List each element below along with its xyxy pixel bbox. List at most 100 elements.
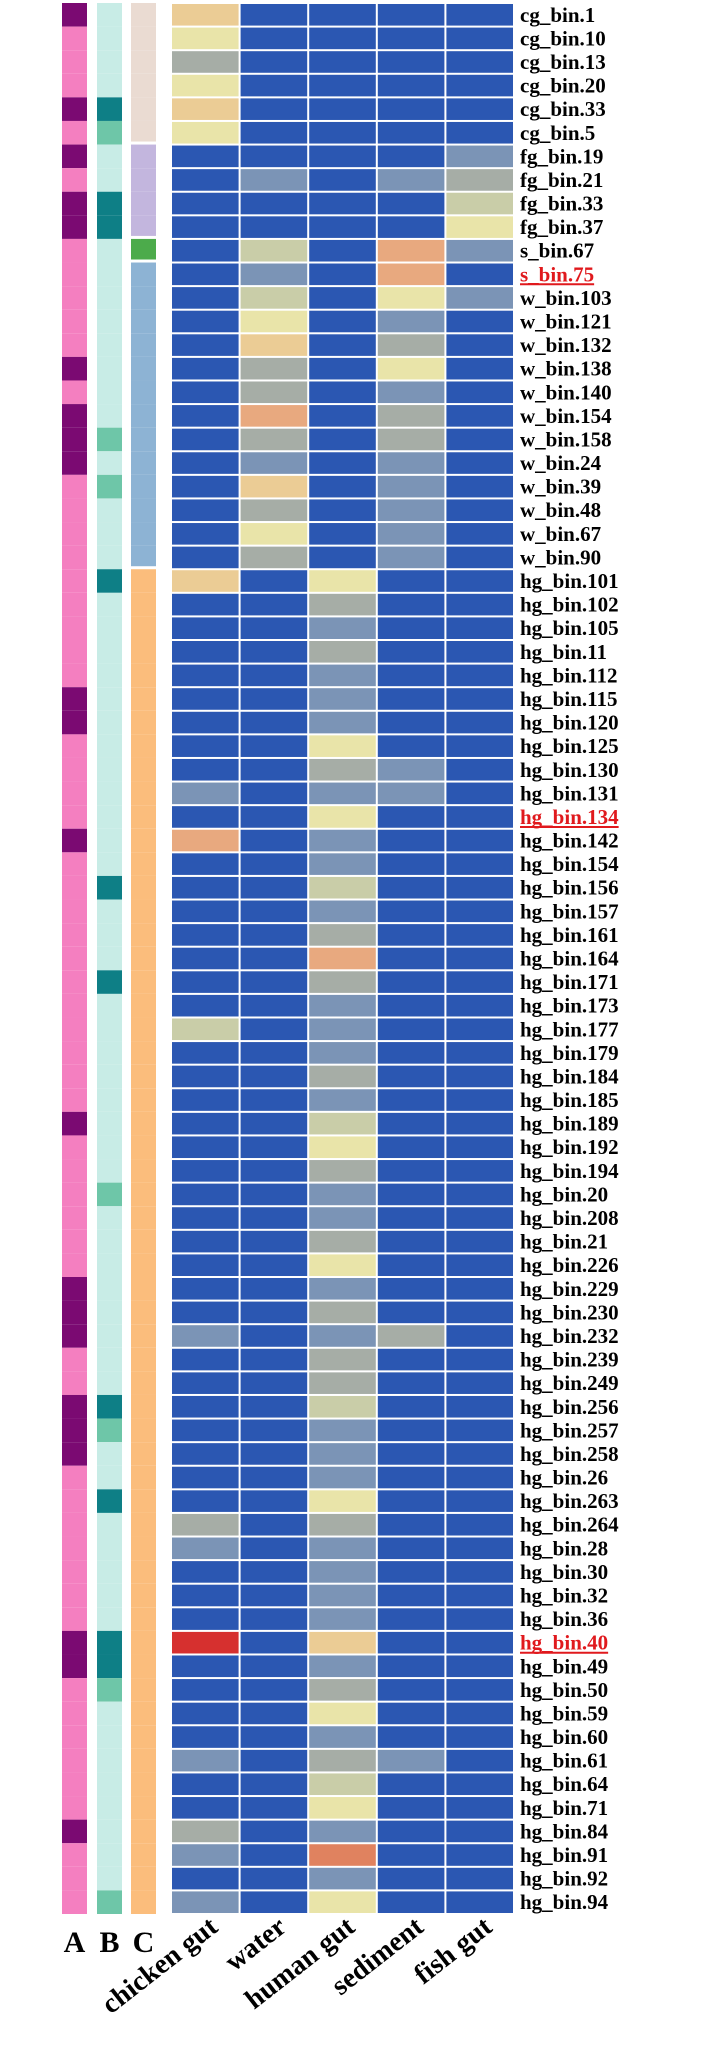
heatmap-cell — [240, 664, 308, 687]
heatmap-cell — [309, 1679, 376, 1701]
heatmap-cell — [377, 1325, 445, 1347]
track-c-cell — [131, 1088, 156, 1112]
track-b-cell — [97, 168, 122, 192]
track-a-cell — [62, 1182, 87, 1207]
track-a-cell — [62, 875, 87, 900]
heatmap-cell — [309, 1042, 376, 1064]
heatmap-cell — [309, 876, 376, 899]
heatmap-cell — [240, 1325, 308, 1347]
heatmap-cell — [172, 1419, 239, 1442]
heatmap-cell — [446, 1537, 513, 1560]
heatmap-cell — [446, 1301, 513, 1324]
heatmap-cell — [377, 239, 445, 262]
track-a-cell — [62, 522, 87, 546]
track-a-cell — [62, 1890, 87, 1914]
heatmap-cell — [446, 1065, 513, 1088]
heatmap-cell — [240, 782, 308, 805]
heatmap-cell — [309, 475, 376, 498]
track-b-cell — [97, 923, 122, 947]
heatmap-cell — [377, 1513, 445, 1536]
heatmap-cell — [377, 216, 445, 238]
heatmap-cell — [446, 287, 513, 309]
heatmap-cell — [446, 51, 513, 73]
heatmap-cell — [446, 1466, 513, 1489]
heatmap-cell — [172, 1325, 239, 1347]
heatmap-cell — [309, 1207, 376, 1229]
heatmap-cell — [377, 1065, 445, 1088]
heatmap-cell — [446, 1631, 513, 1654]
track-c-cell — [131, 710, 156, 735]
heatmap-cell — [240, 1419, 308, 1442]
heatmap-cell — [309, 192, 376, 215]
track-c-cell — [131, 73, 156, 98]
heatmap-cell — [377, 1537, 445, 1560]
track-b-cell — [97, 50, 122, 74]
heatmap-cell — [377, 452, 445, 474]
track-a-cell — [62, 1512, 87, 1537]
track-b-cell — [97, 356, 122, 381]
track-c-cell — [131, 380, 156, 405]
track-c-cell — [131, 120, 156, 142]
track-c-cell — [131, 333, 156, 357]
heatmap-cell — [309, 357, 376, 380]
heatmap-cell — [309, 381, 376, 404]
heatmap-cell — [172, 1891, 239, 1913]
heatmap-cell — [309, 806, 376, 828]
row-label: w_bin.67 — [520, 522, 601, 546]
row-label: cg_bin.10 — [520, 26, 606, 50]
heatmap-cell — [377, 145, 445, 168]
track-b-cell — [97, 1371, 122, 1395]
heatmap-cell — [240, 1537, 308, 1560]
heatmap-cell — [377, 1018, 445, 1041]
heatmap-cell — [172, 192, 239, 215]
heatmap-cell — [309, 27, 376, 50]
heatmap-cell — [309, 1631, 376, 1654]
track-a-cell — [62, 899, 87, 924]
track-b-cell — [97, 1159, 122, 1183]
heatmap-cell — [172, 641, 239, 663]
heatmap-cell — [240, 1254, 308, 1276]
track-a-cell — [62, 286, 87, 310]
row-label: cg_bin.5 — [520, 121, 595, 145]
track-b-cell — [97, 1017, 122, 1042]
track-c-cell — [131, 569, 156, 593]
row-label: hg_bin.36 — [520, 1607, 608, 1631]
track-b-cell — [97, 1182, 122, 1207]
heatmap-cell — [309, 994, 376, 1017]
heatmap-cell — [172, 1207, 239, 1229]
heatmap-cell — [309, 1160, 376, 1182]
heatmap-cell — [172, 1160, 239, 1182]
heatmap-cell — [172, 1395, 239, 1418]
track-c-cell — [131, 356, 156, 381]
row-label: hg_bin.20 — [520, 1182, 608, 1206]
heatmap-cell — [172, 1749, 239, 1772]
heatmap-cell — [377, 947, 445, 970]
track-c-cell — [131, 1135, 156, 1160]
track-label: B — [99, 1926, 119, 1959]
track-a-cell — [62, 309, 87, 334]
track-c-cell — [131, 1394, 156, 1419]
track-b-cell — [97, 1725, 122, 1749]
track-c-cell — [131, 262, 156, 287]
track-b-cell — [97, 144, 122, 169]
heatmap-cell — [240, 4, 308, 26]
heatmap-cell — [309, 98, 376, 120]
heatmap-cell — [309, 4, 376, 26]
row-label: w_bin.39 — [520, 475, 601, 499]
heatmap-cell — [172, 310, 239, 333]
heatmap-cell — [377, 263, 445, 286]
row-label: hg_bin.11 — [520, 640, 607, 664]
heatmap-cell — [377, 523, 445, 545]
heatmap-cell — [446, 1443, 513, 1465]
heatmap-cell — [446, 900, 513, 923]
heatmap-cell — [377, 381, 445, 404]
heatmap-cell — [446, 98, 513, 120]
track-b-cell — [97, 970, 122, 994]
heatmap-cell — [240, 1042, 308, 1064]
track-a-cell — [62, 640, 87, 664]
row-label: hg_bin.71 — [520, 1796, 608, 1820]
track-c-cell — [131, 1324, 156, 1348]
heatmap-cell — [377, 546, 445, 569]
heatmap-cell — [446, 310, 513, 333]
